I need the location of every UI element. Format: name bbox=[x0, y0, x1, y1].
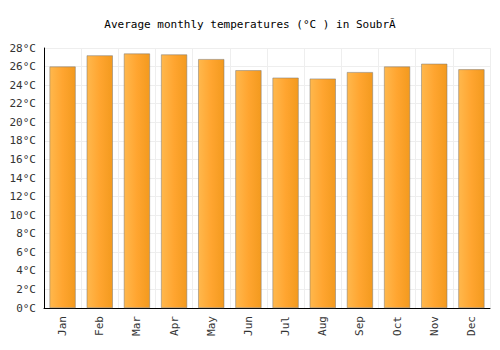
svg-text:14°C: 14°C bbox=[10, 172, 37, 185]
svg-text:Jan: Jan bbox=[56, 316, 69, 336]
svg-text:12°C: 12°C bbox=[10, 190, 37, 203]
svg-text:22°C: 22°C bbox=[10, 97, 37, 110]
svg-text:28°C: 28°C bbox=[10, 42, 37, 55]
svg-text:Feb: Feb bbox=[93, 316, 106, 336]
svg-text:Jun: Jun bbox=[242, 316, 255, 336]
svg-text:10°C: 10°C bbox=[10, 209, 37, 222]
svg-text:Average monthly temperatures (: Average monthly temperatures (°C ) in So… bbox=[104, 18, 396, 31]
svg-text:4°C: 4°C bbox=[16, 264, 36, 277]
svg-text:Mar: Mar bbox=[130, 316, 143, 336]
svg-text:2°C: 2°C bbox=[16, 283, 36, 296]
svg-text:Dec: Dec bbox=[465, 316, 478, 336]
svg-text:0°C: 0°C bbox=[16, 302, 36, 315]
svg-text:24°C: 24°C bbox=[10, 79, 37, 92]
svg-text:Aug: Aug bbox=[316, 316, 329, 336]
svg-text:6°C: 6°C bbox=[16, 246, 36, 259]
svg-text:Jul: Jul bbox=[279, 316, 292, 336]
svg-text:Oct: Oct bbox=[391, 316, 404, 336]
svg-text:Apr: Apr bbox=[168, 316, 181, 336]
svg-text:May: May bbox=[205, 316, 218, 336]
svg-text:20°C: 20°C bbox=[10, 116, 37, 129]
svg-text:16°C: 16°C bbox=[10, 153, 37, 166]
svg-text:26°C: 26°C bbox=[10, 60, 37, 73]
svg-text:Sep: Sep bbox=[353, 316, 366, 336]
svg-text:8°C: 8°C bbox=[16, 227, 36, 240]
svg-text:Nov: Nov bbox=[428, 316, 441, 336]
svg-text:18°C: 18°C bbox=[10, 134, 37, 147]
